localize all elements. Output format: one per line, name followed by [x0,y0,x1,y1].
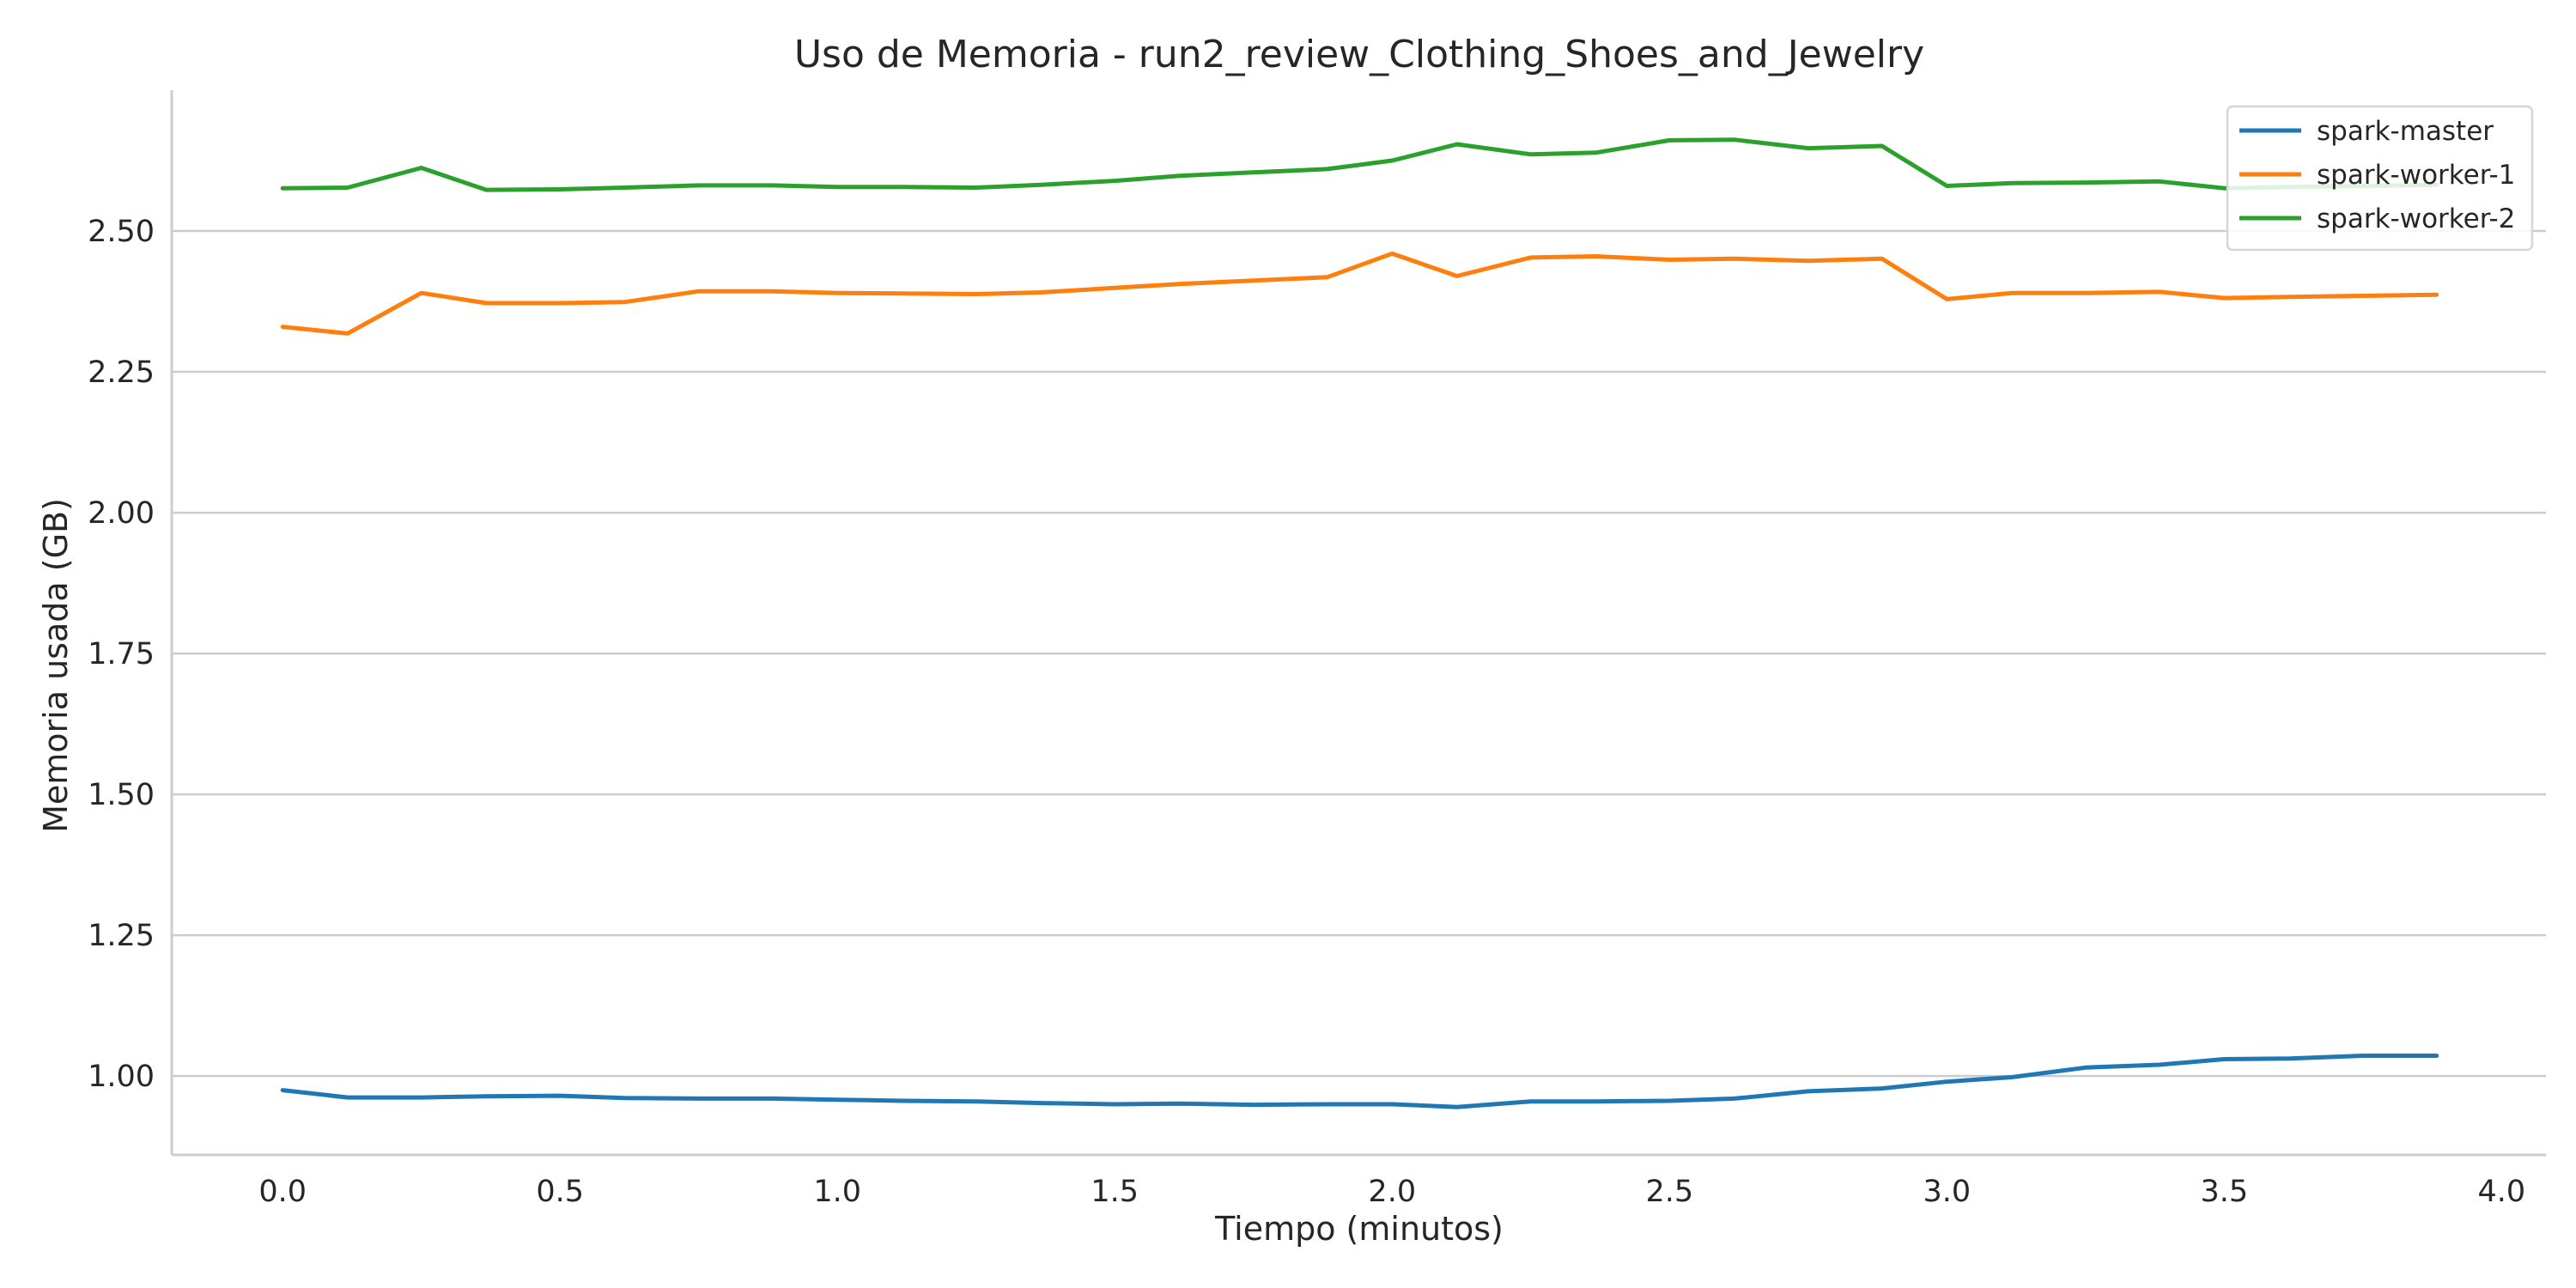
y-tick-label: 1.75 [88,637,155,671]
x-tick-label: 3.5 [2200,1175,2248,1209]
legend: spark-master spark-worker-1 spark-worker-2 [2226,105,2534,252]
x-tick-label: 3.0 [1923,1175,1971,1209]
chart-title: Uso de Memoria - run2_review_Clothing_Sh… [794,33,1924,76]
y-tick-label: 1.50 [88,778,155,812]
legend-label: spark-master [2317,116,2494,147]
legend-label: spark-worker-1 [2317,160,2515,191]
series-lines [280,137,2439,1109]
x-tick-label: 2.0 [1368,1175,1416,1209]
x-axis-label: Tiempo (minutos) [1214,1210,1504,1248]
y-tick-label: 2.25 [88,355,155,390]
x-tick-label: 1.5 [1091,1175,1139,1209]
y-axis-label: Memoria usada (GB) [37,498,75,833]
legend-frame [2226,105,2534,252]
x-tick-label: 4.0 [2477,1175,2525,1209]
x-tick-label: 0.0 [258,1175,307,1209]
series-line-spark-master [280,1054,2439,1109]
y-gridlines [172,229,2546,1078]
series-line-spark-worker-2 [280,137,2439,192]
x-tick-label: 0.5 [536,1175,584,1209]
x-tick-label: 2.5 [1645,1175,1693,1209]
legend-label: spark-worker-2 [2317,204,2515,234]
y-tick-label: 1.00 [88,1060,155,1094]
series-line-spark-worker-1 [280,251,2439,336]
y-tick-label: 2.00 [88,496,155,531]
x-tick-label: 1.0 [813,1175,861,1209]
y-tick-label: 1.25 [88,919,155,953]
x-tick-labels: 0.0 0.5 1.0 1.5 2.0 2.5 3.0 3.5 4.0 [258,1175,2525,1209]
y-tick-labels: 1.00 1.25 1.50 1.75 2.00 2.25 2.50 [88,215,155,1094]
y-tick-label: 2.50 [88,215,155,249]
